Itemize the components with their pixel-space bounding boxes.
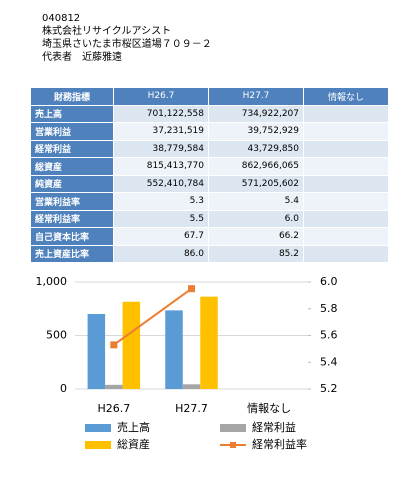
legend-swatch	[85, 441, 111, 449]
y2-tick-label: 5.2	[320, 382, 338, 395]
row-label: 経常利益率	[30, 209, 114, 228]
legend-label: 経常利益	[252, 420, 296, 434]
bar	[200, 296, 218, 389]
cell: 862,966,065	[208, 157, 304, 176]
x-tick-label: H26.7	[97, 402, 130, 415]
table-row: 経常利益率 5.5 6.0	[30, 209, 389, 228]
row-label: 経常利益	[30, 139, 114, 158]
y-tick-label: 500	[46, 329, 67, 342]
line-marker	[188, 285, 195, 293]
legend-label: 経常利益率	[252, 437, 307, 451]
table-row: 自己資本比率 67.7 66.2	[30, 227, 389, 246]
legend-marker	[230, 442, 236, 448]
row-label: 売上資産比率	[30, 244, 114, 263]
cell-empty	[303, 209, 389, 228]
cell-empty	[303, 244, 389, 263]
table-row: 純資産 552,410,784 571,205,602	[30, 174, 389, 193]
bar	[87, 313, 106, 389]
cell-empty	[303, 227, 389, 246]
cell: 66.2	[208, 227, 304, 246]
cell: 5.4	[208, 192, 304, 211]
column-header: H26.7	[113, 87, 209, 106]
cell: 552,410,784	[113, 174, 209, 193]
code: 040812	[42, 13, 81, 24]
cell-empty	[303, 139, 389, 158]
bar	[105, 384, 123, 389]
table-row: 営業利益 37,231,519 39,752,929	[30, 122, 389, 141]
line-marker	[110, 341, 118, 349]
table-row: 売上高 701,122,558 734,922,207	[30, 104, 389, 123]
bar	[182, 384, 201, 389]
financial-table: 財務指標 H26.7 H27.7 情報なし 売上高 701,122,558 734,922,…	[30, 87, 389, 263]
row-label: 自己資本比率	[30, 227, 114, 246]
header: 040812 株式会社リサイクルアシスト 埼玉県さいたま市桜区道場７０９－２ 代…	[42, 12, 212, 64]
line	[113, 287, 193, 346]
legend-label: 売上高	[117, 420, 150, 434]
cell: 67.7	[113, 227, 209, 246]
x-tick-label: H27.7	[175, 402, 208, 415]
cell: 39,752,929	[208, 122, 304, 141]
cell: 734,922,207	[208, 104, 304, 123]
bar	[122, 301, 141, 389]
table-row: 総資産 815,413,770 862,966,065	[30, 157, 389, 176]
cell: 5.5	[113, 209, 209, 228]
cell-empty	[303, 122, 389, 141]
company: 株式会社リサイクルアシスト	[42, 26, 172, 37]
y2-tick-label: 5.4	[320, 355, 338, 368]
cell: 37,231,519	[113, 122, 209, 141]
cell: 38,779,584	[113, 139, 209, 158]
bar	[165, 310, 183, 389]
row-label: 営業利益率	[30, 192, 114, 211]
cell: 701,122,558	[113, 104, 209, 123]
x-tick-label: 情報なし	[247, 402, 291, 415]
row-label: 営業利益	[30, 122, 114, 141]
column-header: H27.7	[208, 87, 304, 106]
cell-empty	[303, 174, 389, 193]
legend-swatch	[220, 424, 246, 432]
row-label: 純資産	[30, 174, 114, 193]
cell: 5.3	[113, 192, 209, 211]
legend-label: 総資産	[117, 437, 150, 451]
cell: 43,729,850	[208, 139, 304, 158]
legend-swatch	[85, 424, 111, 432]
representative: 代表者 近藤雅遠	[42, 52, 122, 63]
cell-empty	[303, 104, 389, 123]
table-row: 経常利益 38,779,584 43,729,850	[30, 139, 389, 158]
row-label: 総資産	[30, 157, 114, 176]
column-header: 財務指標	[30, 87, 114, 106]
table-row: 売上資産比率 86.0 85.2	[30, 244, 389, 263]
table-row: 営業利益率 5.3 5.4	[30, 192, 389, 211]
y-tick-label: 1,000	[36, 275, 68, 288]
y2-tick-label: 6.0	[320, 275, 338, 288]
cell: 86.0	[113, 244, 209, 263]
cell: 85.2	[208, 244, 304, 263]
cell-empty	[303, 157, 389, 176]
header-row: 財務指標 H26.7 H27.7 情報なし	[30, 87, 389, 106]
y2-tick-label: 5.6	[320, 329, 338, 342]
cell: 571,205,602	[208, 174, 304, 193]
cell: 815,413,770	[113, 157, 209, 176]
column-header: 情報なし	[303, 87, 389, 106]
y2-tick-label: 5.8	[320, 302, 338, 315]
address: 埼玉県さいたま市桜区道場７０９－２	[42, 39, 212, 50]
row-label: 売上高	[30, 104, 114, 123]
cell: 6.0	[208, 209, 304, 228]
y-tick-label: 0	[60, 382, 67, 395]
chart: 0 500 1,000 5.2 5.4 5.6 5.8 6.0 H26.7 H27.7 情報なし売上…	[36, 275, 338, 451]
cell-empty	[303, 192, 389, 211]
